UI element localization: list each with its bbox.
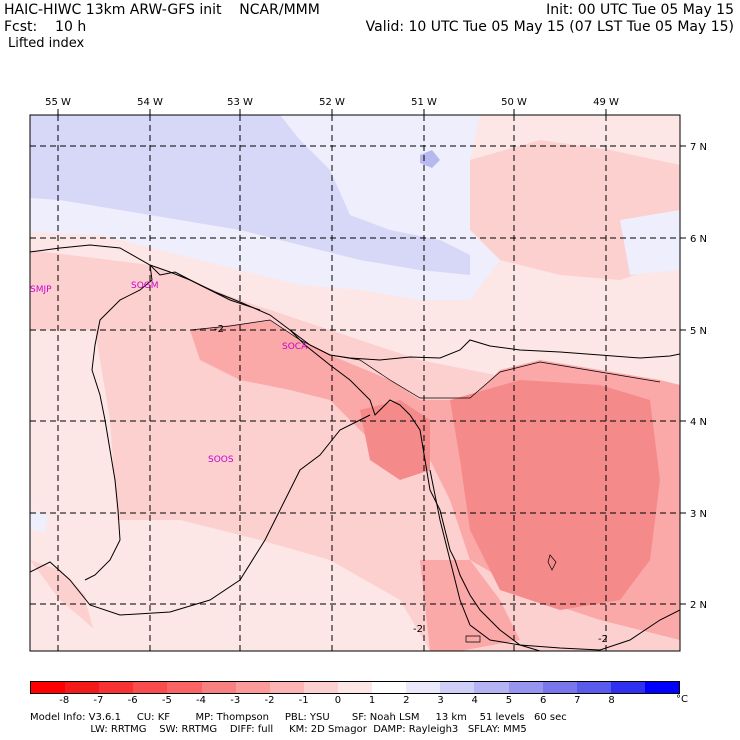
colorbar-tick-label: 8 bbox=[608, 695, 615, 706]
longitude-labels: 55 W 54 W 53 W 52 W 51 W 50 W 49 W bbox=[45, 97, 619, 108]
field-neg4-region-east bbox=[450, 380, 660, 610]
colorbar-segment bbox=[542, 682, 577, 693]
map-frame bbox=[29, 114, 681, 652]
colorbar-tick-label: -7 bbox=[93, 695, 104, 706]
colorbar-segment bbox=[576, 682, 611, 693]
colorbar-segment bbox=[235, 682, 270, 693]
field-pos1-region-northeast bbox=[620, 210, 680, 275]
latitude-labels: 7 N 6 N 5 N 4 N 3 N 2 N bbox=[690, 142, 707, 611]
colorbar-segment bbox=[65, 682, 100, 693]
contour-label: -2 bbox=[413, 624, 423, 635]
field-pos1-spot-west bbox=[30, 510, 48, 532]
colorbar-segment bbox=[644, 682, 680, 693]
border-guyana-inland bbox=[149, 264, 261, 311]
colorbar-tick-label: -6 bbox=[127, 695, 138, 706]
contour-label: -2 bbox=[214, 324, 224, 335]
colorbar-tick-label: 4 bbox=[471, 695, 478, 706]
colorbar-segment bbox=[167, 682, 202, 693]
colorbar-tick-label: 6 bbox=[539, 695, 547, 706]
colorbar-tick-label: 7 bbox=[574, 695, 581, 706]
colorbar-segment bbox=[474, 682, 509, 693]
colorbar-tick-label: -4 bbox=[196, 695, 207, 706]
colorbar-segment bbox=[406, 682, 441, 693]
colorbar-segment bbox=[31, 682, 66, 693]
lifted-index-field bbox=[30, 115, 680, 651]
station-soca: SOCA bbox=[282, 342, 308, 352]
station-sogm: SOGM bbox=[131, 281, 159, 291]
colorbar-tick-label: 0 bbox=[334, 695, 342, 706]
colorbar-tick-label: -3 bbox=[230, 695, 241, 706]
colorbar-segment bbox=[610, 682, 645, 693]
border-guyana-suriname bbox=[84, 264, 153, 581]
contour-label: -2 bbox=[598, 634, 608, 645]
station-soos: SOOS bbox=[208, 455, 234, 465]
colorbar-tick-label: 3 bbox=[437, 695, 444, 706]
graticule bbox=[30, 115, 680, 651]
colorbar-tick-label: -8 bbox=[59, 695, 70, 706]
footer-physics-info: LW: RRTMG SW: RRTMG DIFF: full KM: 2D Sm… bbox=[30, 724, 527, 735]
colorbar-segment bbox=[337, 682, 373, 693]
colorbar-segment bbox=[303, 682, 338, 693]
field-pos3-spot-north bbox=[420, 150, 440, 168]
field-pos2-region-northwest bbox=[30, 115, 470, 275]
colorbar-segment bbox=[440, 682, 475, 693]
lat-label: 5 N bbox=[690, 326, 707, 337]
colorbar-tick-label: 1 bbox=[368, 695, 376, 706]
lat-label: 3 N bbox=[690, 509, 707, 520]
colorbar-tick-label: -2 bbox=[264, 695, 275, 706]
field-neg1-region-southwest bbox=[85, 520, 430, 651]
station-labels: SMJP SOGM SOCA SOOS bbox=[30, 281, 308, 465]
colorbar-segment bbox=[201, 682, 236, 693]
border-french-guiana-brazil bbox=[429, 469, 680, 651]
colorbar-segment bbox=[99, 682, 134, 693]
colorbar-tick-label: -1 bbox=[298, 695, 309, 706]
lat-label: 7 N bbox=[690, 142, 707, 153]
lon-label: 51 W bbox=[411, 97, 437, 108]
contour-minus-2 bbox=[189, 319, 661, 643]
colorbar-segment bbox=[133, 682, 168, 693]
colorbar-tick-label: 2 bbox=[403, 695, 410, 706]
field-name: Lifted index bbox=[8, 36, 85, 51]
colorbar-segment bbox=[372, 682, 407, 693]
lon-label: 52 W bbox=[319, 97, 345, 108]
lat-label: 2 N bbox=[690, 600, 707, 611]
lon-label: 50 W bbox=[501, 97, 527, 108]
model-title: HAIC-HIWC 13km ARW-GFS init NCAR/MMM bbox=[4, 2, 320, 18]
colorbar-segment bbox=[508, 682, 543, 693]
forecast-hour: Fcst: 10 h bbox=[4, 19, 87, 35]
lon-label: 54 W bbox=[137, 97, 163, 108]
colorbar-tick-label: -5 bbox=[161, 695, 172, 706]
footer-model-info: Model Info: V3.6.1 CU: KF MP: Thompson P… bbox=[30, 712, 567, 723]
init-time: Init: 00 UTC Tue 05 May 15 bbox=[546, 2, 734, 18]
lat-label: 6 N bbox=[690, 234, 707, 245]
colorbar-tick-label: 5 bbox=[505, 695, 513, 706]
station-smjp: SMJP bbox=[30, 285, 52, 295]
colorbar-ticks: -8 -7 -6 -5 -4 -3 -2 -1 0 1 2 3 4 5 6 7 8 bbox=[0, 695, 740, 709]
colorbar bbox=[30, 681, 680, 694]
lon-label: 49 W bbox=[593, 97, 619, 108]
border-suriname-french-guiana bbox=[289, 329, 541, 651]
field-neg4-region-mouth bbox=[360, 400, 430, 480]
valid-time: Valid: 10 UTC Tue 05 May 15 (07 LST Tue … bbox=[365, 19, 734, 35]
lon-label: 55 W bbox=[45, 97, 71, 108]
field-neg3-region-southeast bbox=[420, 560, 520, 651]
axis-ticks bbox=[57, 109, 686, 605]
colorbar-segment bbox=[269, 682, 304, 693]
colorbar-unit: °C bbox=[676, 694, 688, 705]
contour-value-labels: -2 -2 -2 bbox=[214, 324, 608, 645]
lon-label: 53 W bbox=[227, 97, 253, 108]
lat-label: 4 N bbox=[690, 417, 707, 428]
